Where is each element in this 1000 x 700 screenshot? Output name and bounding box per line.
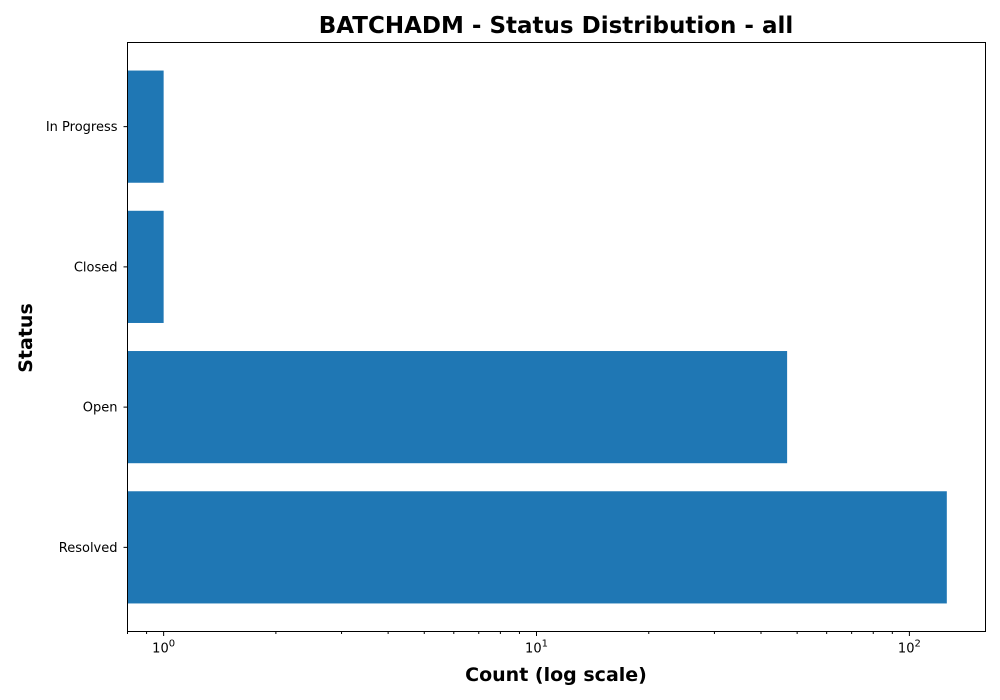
bar-closed <box>127 210 164 323</box>
y-tick-label: Closed <box>74 260 118 275</box>
x-tick-label: 100 <box>152 639 175 657</box>
x-axis-ticks: 100 101 102 <box>127 631 921 657</box>
x-tick-label: 101 <box>525 639 548 657</box>
y-tick-label: In Progress <box>46 120 118 135</box>
plot-area-frame <box>127 42 986 632</box>
chart-title: BATCHADM - Status Distribution - all <box>319 13 793 39</box>
y-axis-label: Status <box>15 303 37 373</box>
y-axis-ticks: Resolved Open Closed In Progress <box>46 120 128 556</box>
y-tick-label: Open <box>83 401 118 416</box>
x-tick-label: 102 <box>898 639 921 657</box>
bar-in-progress <box>127 70 164 183</box>
bar-open <box>127 351 788 464</box>
bar-resolved <box>127 491 947 604</box>
bars-group <box>127 70 947 604</box>
y-tick-label: Resolved <box>59 541 118 556</box>
x-axis-label: Count (log scale) <box>465 664 647 686</box>
